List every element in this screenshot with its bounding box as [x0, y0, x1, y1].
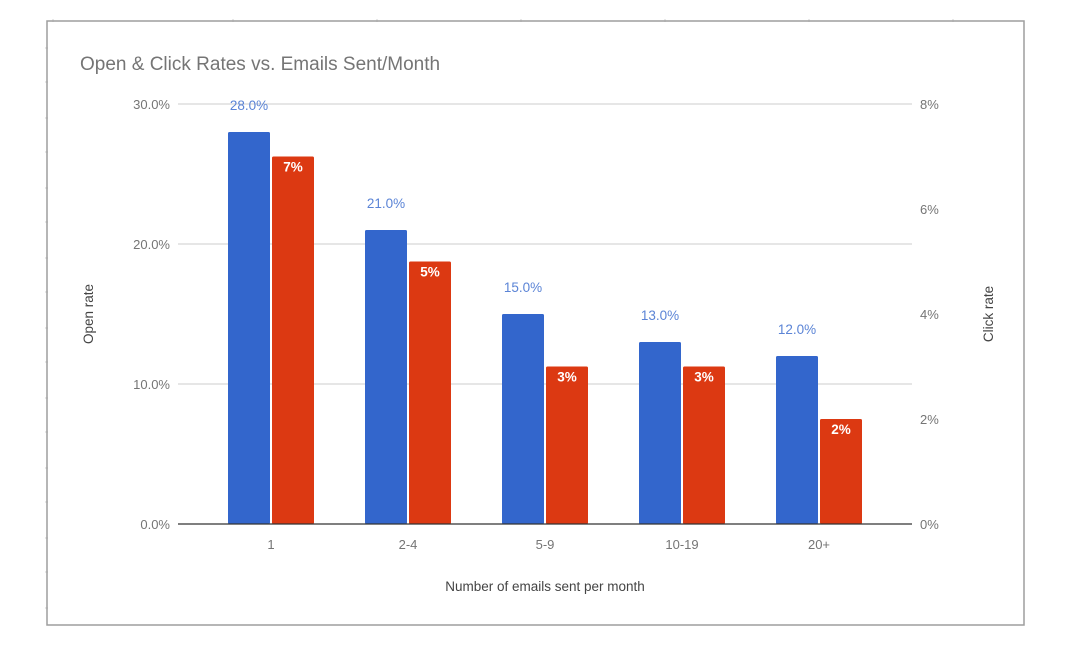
right-tick-label: 8% [920, 97, 939, 112]
bar-labels: 28.0% 7% 21.0% 5% 15.0% 3% 13.0% 3% 12.0% 2% [230, 98, 851, 437]
left-tick-label: 0.0% [140, 517, 170, 532]
bar-click-rate [820, 419, 862, 524]
right-tick-label: 6% [920, 202, 939, 217]
data-label-click-rate: 3% [694, 370, 714, 385]
x-axis-title: Number of emails sent per month [445, 579, 645, 594]
data-label-open-rate: 13.0% [641, 308, 679, 323]
bar-click-rate [272, 156, 314, 524]
data-label-open-rate: 12.0% [778, 322, 816, 337]
right-axis-ticks: 0% 2% 4% 6% 8% [920, 97, 939, 532]
bar-open-rate [365, 230, 407, 524]
data-label-open-rate: 28.0% [230, 98, 268, 113]
right-tick-label: 0% [920, 517, 939, 532]
bar-click-rate [409, 261, 451, 524]
data-label-click-rate: 2% [831, 422, 851, 437]
x-tick-label: 2-4 [399, 537, 418, 552]
y-axis-title-left: Open rate [81, 284, 96, 344]
x-tick-label: 5-9 [536, 537, 555, 552]
bar-click-rate [683, 366, 725, 524]
x-tick-label: 10-19 [665, 537, 698, 552]
data-label-open-rate: 15.0% [504, 280, 542, 295]
left-tick-label: 30.0% [133, 97, 170, 112]
bar-open-rate [639, 342, 681, 524]
chart-title: Open & Click Rates vs. Emails Sent/Month [80, 54, 440, 75]
x-tick-label: 20+ [808, 537, 830, 552]
right-tick-label: 2% [920, 412, 939, 427]
data-label-open-rate: 21.0% [367, 196, 405, 211]
x-tick-label: 1 [267, 537, 274, 552]
right-tick-label: 4% [920, 307, 939, 322]
y-axis-title-right: Click rate [981, 286, 996, 342]
data-label-click-rate: 3% [557, 370, 577, 385]
bar-open-rate [228, 132, 270, 524]
x-axis-ticks: 1 2-4 5-9 10-19 20+ [267, 537, 830, 552]
left-tick-label: 10.0% [133, 377, 170, 392]
left-tick-label: 20.0% [133, 237, 170, 252]
bars [228, 132, 862, 524]
left-axis-ticks: 0.0% 10.0% 20.0% 30.0% [133, 97, 170, 532]
data-label-click-rate: 7% [283, 160, 303, 175]
chart-frame [46, 20, 1025, 626]
bar-open-rate [776, 356, 818, 524]
data-label-click-rate: 5% [420, 265, 440, 280]
bar-click-rate [546, 366, 588, 524]
bar-open-rate [502, 314, 544, 524]
